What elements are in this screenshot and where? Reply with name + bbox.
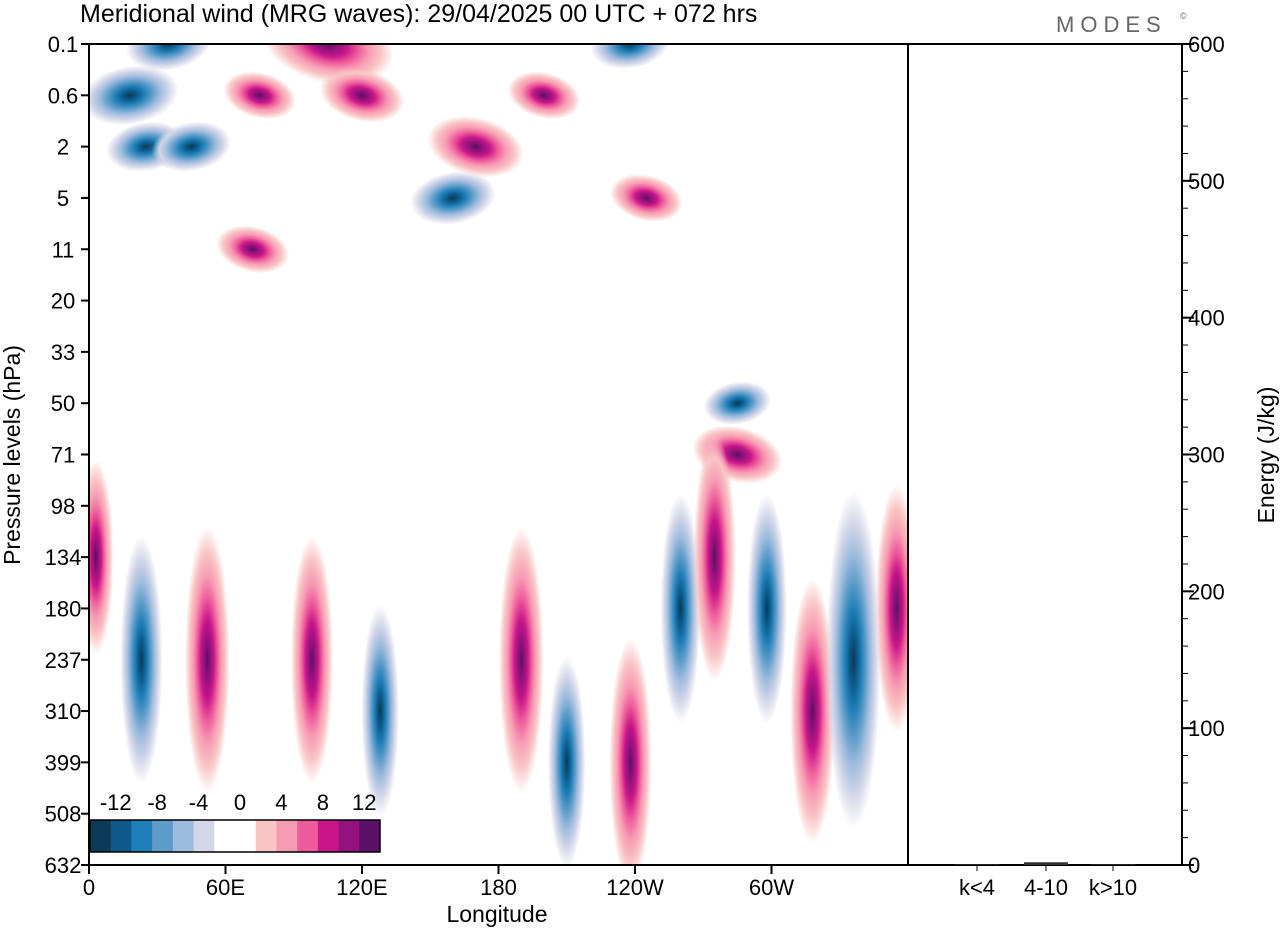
y-tick-label: 508 [45, 802, 82, 827]
colorbar-swatch [90, 820, 112, 852]
y-tick-label: 11 [52, 237, 75, 262]
contour-feature [746, 493, 787, 724]
colorbar-swatch [317, 820, 339, 852]
x-tick-label: 0 [83, 875, 95, 900]
colorbar-swatch [276, 820, 298, 852]
colorbar-label: 0 [234, 790, 246, 815]
y-tick-label: 5 [57, 186, 69, 211]
contour-feature [151, 121, 231, 172]
energy-category-label: k>10 [1089, 875, 1137, 900]
contour-feature [89, 460, 114, 655]
y-tick-label: 0.1 [48, 32, 79, 57]
y-tick-label: 237 [45, 648, 82, 673]
contour-feature [410, 171, 496, 225]
contour-field [89, 44, 908, 865]
colorbar-swatch [110, 820, 132, 852]
contour-feature [498, 526, 544, 793]
energy-tick-label: 200 [1188, 579, 1225, 604]
energy-bar [955, 864, 999, 865]
x-tick-label: 120W [606, 875, 664, 900]
x-tick-label: 60E [206, 875, 245, 900]
energy-category-label: k<4 [959, 875, 995, 900]
y-tick-label: 2 [57, 135, 69, 160]
contour-feature [875, 484, 908, 733]
longitude-axis: 0 60E 120E 180 120W 60W [83, 865, 794, 900]
contour-feature [184, 526, 230, 793]
contour-feature [361, 605, 400, 818]
energy-tick-label: 100 [1188, 716, 1225, 741]
contour-feature [703, 381, 772, 425]
y-tick-label: 134 [45, 545, 82, 570]
colorbar-label: -8 [147, 790, 167, 815]
y-axis-label: Pressure levels (hPa) [0, 345, 25, 565]
contour-feature [319, 68, 405, 123]
contour-feature [609, 638, 652, 865]
y-tick-label: 632 [45, 853, 82, 878]
colorbar: -12 -8 -4 0 4 8 12 [89, 790, 381, 853]
colorbar-label: 8 [317, 790, 329, 815]
contour-feature [223, 71, 296, 120]
contour-feature [610, 174, 683, 222]
contour-feature [427, 115, 524, 178]
colorbar-label: 4 [275, 790, 287, 815]
logo-mark: © [1180, 11, 1187, 21]
contour-feature [693, 433, 736, 682]
chart-title: Meridional wind (MRG waves): 29/04/2025 … [80, 0, 757, 28]
y-tick-label: 180 [45, 596, 82, 621]
energy-axis: 0 100 200 300 400 500 600 [1182, 32, 1225, 878]
colorbar-swatch [152, 820, 174, 852]
contour-feature [290, 535, 334, 784]
contour-feature [547, 656, 586, 865]
energy-bar [1024, 862, 1068, 865]
y-tick-label: 399 [45, 750, 82, 775]
contour-feature [89, 65, 179, 126]
y-tick-label: 98 [51, 494, 75, 519]
x-axis-label: Longitude [446, 901, 547, 927]
colorbar-swatch [359, 820, 381, 852]
pressure-axis: 0.1 0.6 2 5 11 20 33 50 71 98 134 180 237 310 399 508 63… [45, 32, 89, 878]
modes-logo: MODES [1056, 12, 1167, 37]
colorbar-label: 12 [352, 790, 376, 815]
contour-feature [660, 493, 701, 724]
energy-tick-label: 600 [1188, 32, 1225, 57]
energy-tick-label: 300 [1188, 443, 1225, 468]
energy-tick-label: 0 [1188, 853, 1200, 878]
contour-feature [507, 71, 581, 120]
x-tick-label: 120E [336, 875, 387, 900]
energy-bar [1091, 864, 1135, 865]
contour-feature [120, 535, 163, 784]
x-tick-label: 180 [480, 875, 517, 900]
y-tick-label: 20 [51, 289, 75, 314]
colorbar-label: -4 [189, 790, 209, 815]
energy-panel-frame [907, 43, 1183, 866]
contour-feature [826, 490, 881, 829]
y-tick-label: 0.6 [48, 83, 79, 108]
colorbar-swatch [297, 820, 319, 852]
colorbar-swatch [338, 820, 360, 852]
x-tick-label: 60W [749, 875, 794, 900]
energy-tick-label: 400 [1188, 306, 1225, 331]
y-tick-label: 50 [51, 391, 75, 416]
contour-feature [790, 578, 835, 845]
colorbar-swatch [255, 820, 277, 852]
colorbar-swatch [172, 820, 194, 852]
contour-feature [126, 44, 212, 71]
colorbar-swatch [131, 820, 153, 852]
colorbar-swatch [193, 820, 215, 852]
y-tick-label: 310 [45, 699, 82, 724]
contour-feature [590, 44, 671, 70]
colorbar-swatch [214, 820, 236, 852]
colorbar-label: -12 [100, 790, 132, 815]
contour-feature [216, 225, 290, 274]
energy-tick-label: 500 [1188, 169, 1225, 194]
colorbar-swatch [235, 820, 257, 852]
colorbar-frame [89, 819, 381, 853]
energy-axis-label: Energy (J/kg) [1253, 387, 1279, 524]
y-tick-label: 71 [51, 443, 75, 468]
energy-bars: k<4 4-10 k>10 [955, 862, 1137, 900]
energy-category-label: 4-10 [1024, 875, 1068, 900]
y-tick-label: 33 [51, 340, 75, 365]
